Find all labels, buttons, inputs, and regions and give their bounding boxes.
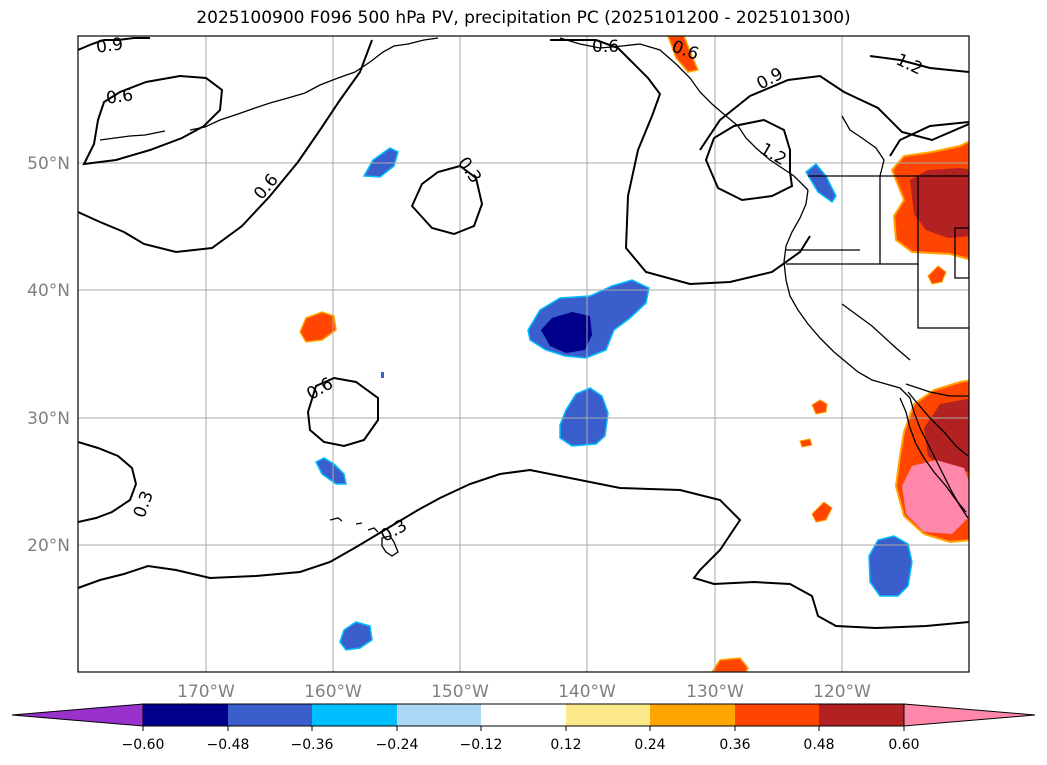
border-bc-alberta	[841, 115, 885, 177]
lat-tick-label: 20°N	[27, 536, 70, 556]
precip-dot-c	[811, 501, 833, 523]
colorbar-extend-low	[11, 703, 144, 727]
longitude-axis: 170°W 160°W 150°W 140°W 130°W 120°W	[177, 682, 871, 702]
colorbar-bin	[228, 704, 312, 726]
colorbar-extend-high	[903, 703, 1036, 727]
colorbar-frame	[142, 703, 905, 727]
lon-tick-label: 120°W	[813, 682, 871, 702]
coastline-aleutians	[99, 37, 439, 141]
colorbar-bin	[481, 704, 566, 726]
map-frame	[77, 35, 970, 673]
contour-0.6-large	[78, 39, 373, 254]
negative-precip-regions	[314, 147, 913, 651]
contour-0.9-topleft	[78, 37, 150, 51]
border-us-mexico	[905, 383, 969, 397]
contour-0.9-east	[699, 74, 969, 151]
colorbar-bin	[566, 704, 650, 726]
colorbar-tick-label: −0.60	[122, 737, 165, 753]
lat-tick-label: 40°N	[27, 281, 70, 301]
border-id	[879, 176, 969, 279]
precip-dot-d	[927, 265, 947, 285]
lon-tick-label: 130°W	[686, 682, 744, 702]
border-ca-nv-diagonal	[841, 303, 911, 361]
precip-blob-hawaii-north	[314, 457, 347, 485]
contour-0.6-loop-south	[306, 376, 379, 448]
colorbar-bin	[397, 704, 481, 726]
precip-pink-baja	[902, 460, 969, 534]
colorbar-tick-label: −0.24	[376, 737, 419, 753]
positive-precip-regions	[299, 36, 969, 672]
lat-tick-label: 50°N	[27, 154, 70, 174]
lon-tick-label: 150°W	[431, 682, 489, 702]
latitude-axis: 50°N 40°N 30°N 20°N	[27, 154, 70, 556]
colorbar: −0.60 −0.48 −0.36 −0.24 −0.12 0.12 0.24 …	[11, 703, 1036, 753]
contour-0.3-south	[78, 468, 969, 630]
precip-blob-hawaii-west	[299, 311, 337, 343]
colorbar-tick-label: −0.48	[207, 737, 250, 753]
precip-blob-hawaii-south	[339, 621, 373, 651]
coastlines	[99, 37, 969, 557]
colorbar-bin	[650, 704, 735, 726]
contour-1.2-east	[869, 55, 969, 73]
colorbar-tick-label: 0.48	[803, 737, 834, 753]
contour-label: 0.6	[105, 85, 135, 109]
colorbar-tick-label: 0.24	[634, 737, 665, 753]
precip-blob-mexico-offshore	[868, 535, 913, 597]
precip-dot-small	[381, 372, 384, 378]
colorbar-ticks	[142, 726, 905, 731]
colorbar-tick-label: −0.36	[291, 737, 334, 753]
contour-0.3-loop	[410, 164, 484, 236]
contour-1.2-right	[889, 121, 969, 157]
pv-contours	[78, 37, 969, 630]
map-area: 0.9 0.6 0.6 0.3 0.6 0.3 0.3 0.6 0.6 0.9 …	[78, 34, 969, 672]
precip-blob-central-pacific	[527, 279, 650, 359]
border-ca-nv	[917, 264, 969, 329]
colorbar-bin	[819, 704, 904, 726]
lat-tick-label: 30°N	[27, 409, 70, 429]
precip-dot-b	[799, 438, 813, 448]
contour-0.6-east	[550, 39, 811, 286]
contour-1.2-loop	[704, 118, 794, 202]
chart-title: 2025100900 F096 500 hPa PV, precipitatio…	[196, 8, 851, 28]
colorbar-bin	[143, 704, 228, 726]
precip-blob-vancouver	[805, 162, 837, 204]
coastline-baja	[899, 397, 967, 513]
lon-tick-label: 140°W	[558, 682, 616, 702]
colorbar-tick-label: 0.12	[550, 737, 581, 753]
precip-blob-central-pacific-south	[559, 387, 609, 447]
contour-0.3-west	[78, 441, 138, 523]
colorbar-tick-label: −0.12	[460, 737, 503, 753]
contour-label: 0.6	[592, 37, 619, 57]
precip-core-northwest-us	[910, 168, 969, 238]
contour-0.6-topleft-loop	[82, 74, 224, 166]
coastline-hawaii	[329, 517, 399, 557]
contour-label: 0.9	[95, 34, 125, 58]
colorbar-tick-label: 0.36	[719, 737, 750, 753]
coastline-us-west	[783, 189, 969, 519]
precip-dot-e	[711, 657, 749, 672]
lon-tick-label: 160°W	[304, 682, 362, 702]
map-background	[78, 36, 969, 672]
colorbar-bin	[735, 704, 819, 726]
lon-tick-label: 170°W	[177, 682, 235, 702]
precip-dot-a	[811, 399, 828, 415]
colorbar-bin	[312, 704, 397, 726]
precip-blob-alaska-coast	[667, 36, 700, 73]
colorbar-tick-label: 0.60	[888, 737, 919, 753]
coastline-alaska-southeast	[559, 37, 809, 191]
gridlines	[78, 36, 969, 672]
coastline-mexico-east	[907, 391, 969, 457]
